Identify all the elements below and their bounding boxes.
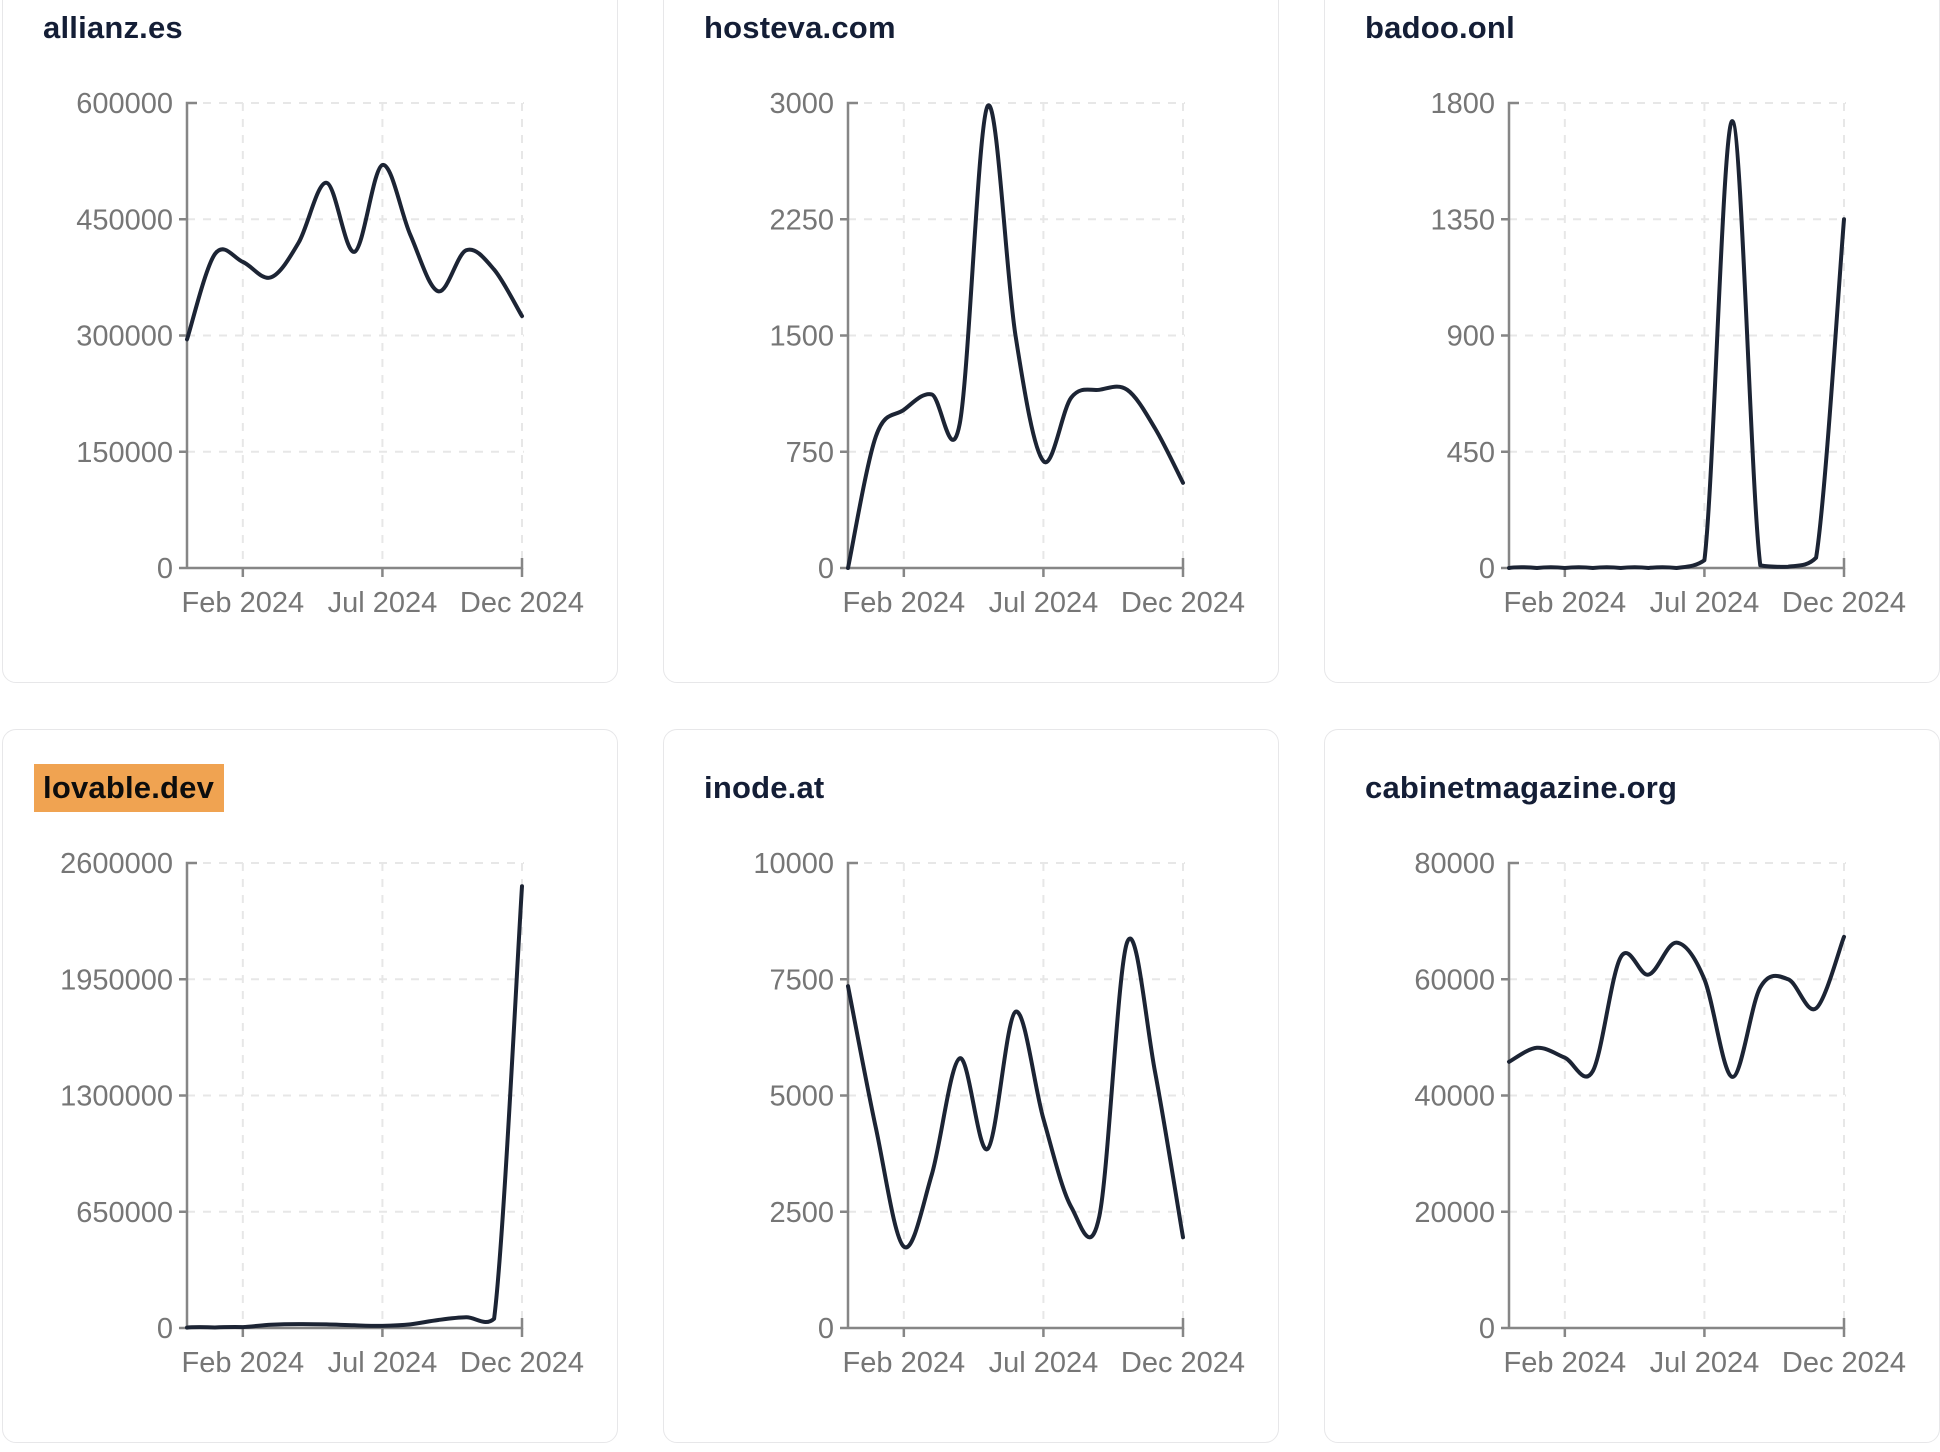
series-line xyxy=(185,163,524,342)
y-tick-label: 2250 xyxy=(769,204,834,236)
chart-card-allianz.es: allianz.es 0 150000 300000 450000 600000 Feb … xyxy=(2,0,618,683)
y-tick-label: 3000 xyxy=(769,88,834,120)
x-tick-label: Feb 2024 xyxy=(182,1347,305,1379)
y-tick-label: 450000 xyxy=(76,204,173,236)
y-tick-label: 0 xyxy=(1479,1313,1495,1345)
chart-title: badoo.onl xyxy=(1365,10,1515,46)
y-axis xyxy=(1507,861,1519,1328)
y-tick-label: 2600000 xyxy=(60,848,173,880)
y-tick-label: 2500 xyxy=(769,1197,834,1229)
y-tick-label: 1350 xyxy=(1430,204,1495,236)
y-tick-label: 750 xyxy=(786,437,834,469)
series-line xyxy=(846,103,1185,570)
y-tick-label: 80000 xyxy=(1414,848,1495,880)
y-tick-label: 5000 xyxy=(769,1081,834,1113)
line-chart: 0 20000 40000 60000 80000 Feb 2024 Jul 2024 Dec… xyxy=(1414,848,1906,1379)
x-tick-label: Feb 2024 xyxy=(182,587,305,619)
chart-title: lovable.dev xyxy=(34,764,225,812)
y-tick-label: 0 xyxy=(157,553,173,585)
y-axis xyxy=(185,101,197,568)
x-tick-label: Jul 2024 xyxy=(328,587,438,619)
y-tick-label: 40000 xyxy=(1414,1081,1495,1113)
x-tick-label: Feb 2024 xyxy=(1504,1347,1627,1379)
y-tick-label: 150000 xyxy=(76,437,173,469)
y-tick-label: 20000 xyxy=(1414,1197,1495,1229)
series-line xyxy=(1507,934,1846,1079)
x-tick-label: Jul 2024 xyxy=(328,1347,438,1379)
y-axis xyxy=(1507,101,1519,568)
line-chart: 0 450 900 1350 1800 Feb 2024 Jul 2024 Dec 2024 xyxy=(1430,88,1906,619)
chart-card-lovable.dev: lovable.dev 0 650000 1300000 1950000 2600000… xyxy=(2,729,618,1443)
x-tick-label: Feb 2024 xyxy=(843,1347,966,1379)
chart-title: cabinetmagazine.org xyxy=(1365,770,1677,806)
x-tick-label: Dec 2024 xyxy=(460,587,584,619)
y-tick-label: 1300000 xyxy=(60,1081,173,1113)
y-tick-label: 7500 xyxy=(769,964,834,996)
line-chart: 0 2500 5000 7500 10000 Feb 2024 Jul 2024 Dec 20… xyxy=(753,848,1245,1379)
chart-title-text: lovable.dev xyxy=(34,764,225,812)
chart-title: hosteva.com xyxy=(704,10,896,46)
x-axis xyxy=(187,558,524,570)
y-tick-label: 600000 xyxy=(76,88,173,120)
y-tick-label: 0 xyxy=(818,1313,834,1345)
y-tick-label: 1800 xyxy=(1430,88,1495,120)
line-chart: 0 650000 1300000 1950000 2600000 Feb 2024 Jul … xyxy=(60,848,584,1379)
y-axis xyxy=(185,861,197,1328)
y-tick-label: 450 xyxy=(1447,437,1495,469)
x-tick-label: Dec 2024 xyxy=(460,1347,584,1379)
x-tick-label: Jul 2024 xyxy=(989,587,1099,619)
chart-card-inode.at: inode.at 0 2500 5000 7500 10000 Feb 2024 Jul 2… xyxy=(663,729,1279,1443)
x-tick-label: Dec 2024 xyxy=(1782,587,1906,619)
chart-title-text: inode.at xyxy=(704,770,825,805)
y-axis xyxy=(846,861,858,1328)
chart-title: inode.at xyxy=(704,770,824,806)
line-chart: 0 150000 300000 450000 600000 Feb 2024 Jul 202… xyxy=(76,88,584,619)
chart-title-text: badoo.onl xyxy=(1365,10,1515,45)
line-chart: 0 750 1500 2250 3000 Feb 2024 Jul 2024 Dec 2024 xyxy=(769,88,1245,619)
x-tick-label: Jul 2024 xyxy=(1650,587,1760,619)
chart-title-text: allianz.es xyxy=(43,10,183,45)
chart-card-hosteva.com: hosteva.com 0 750 1500 2250 3000 Feb 2024 Jul … xyxy=(663,0,1279,683)
x-tick-label: Dec 2024 xyxy=(1782,1347,1906,1379)
x-tick-label: Feb 2024 xyxy=(1504,587,1627,619)
y-tick-label: 1950000 xyxy=(60,964,173,996)
y-tick-label: 650000 xyxy=(76,1197,173,1229)
y-tick-label: 0 xyxy=(818,553,834,585)
x-axis xyxy=(848,1318,1185,1330)
chart-card-cabinetmagazine.org: cabinetmagazine.org 0 20000 40000 60000 8000… xyxy=(1324,729,1940,1443)
y-tick-label: 900 xyxy=(1447,321,1495,353)
y-axis xyxy=(846,101,858,568)
x-tick-label: Dec 2024 xyxy=(1121,587,1245,619)
series-line xyxy=(185,884,524,1330)
y-tick-label: 1500 xyxy=(769,321,834,353)
x-axis xyxy=(1509,1318,1846,1330)
chart-title-text: hosteva.com xyxy=(704,10,896,45)
x-tick-label: Dec 2024 xyxy=(1121,1347,1245,1379)
series-line xyxy=(846,936,1185,1250)
x-tick-label: Jul 2024 xyxy=(989,1347,1099,1379)
chart-card-badoo.onl: badoo.onl 0 450 900 1350 1800 Feb 2024 Jul 202… xyxy=(1324,0,1940,683)
x-tick-label: Jul 2024 xyxy=(1650,1347,1760,1379)
x-tick-label: Feb 2024 xyxy=(843,587,966,619)
y-tick-label: 60000 xyxy=(1414,964,1495,996)
y-tick-label: 10000 xyxy=(753,848,834,880)
chart-title: allianz.es xyxy=(43,10,183,46)
y-tick-label: 0 xyxy=(1479,553,1495,585)
series-line xyxy=(1507,119,1846,570)
y-tick-label: 300000 xyxy=(76,321,173,353)
y-tick-label: 0 xyxy=(157,1313,173,1345)
chart-title-text: cabinetmagazine.org xyxy=(1365,770,1678,805)
x-axis xyxy=(848,558,1185,570)
